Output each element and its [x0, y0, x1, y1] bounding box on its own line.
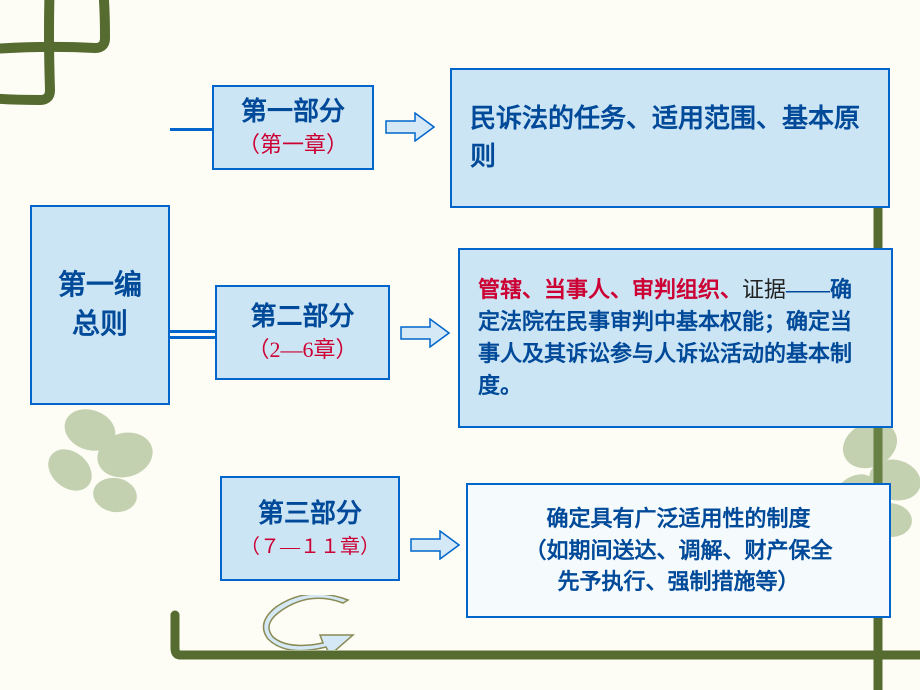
part-subtitle: （７—１１章） — [240, 533, 380, 561]
connector-line — [170, 128, 212, 131]
curved-return-arrow — [258, 595, 358, 650]
part-content-box-1: 民诉法的任务、适用范围、基本原则 — [450, 68, 890, 208]
root-line1: 第一编 — [58, 266, 142, 305]
part-label-box-1: 第一部分（第一章） — [212, 85, 374, 170]
part-title: 第二部分 — [250, 299, 354, 335]
arrow-icon — [385, 112, 435, 142]
part-subtitle: （2—6章） — [247, 335, 357, 366]
root-box: 第一编 总则 — [30, 205, 170, 405]
part-content-box-2: 管辖、当事人、审判组织、证据——确定法院在民事审判中基本权能；确定当事人及其诉讼… — [458, 248, 893, 428]
connector-line — [170, 330, 215, 333]
part-title: 第一部分 — [241, 94, 345, 130]
part-label-box-3: 第三部分（７—１１章） — [220, 476, 400, 581]
part-title: 第三部分 — [258, 496, 362, 532]
part-content-box-3: 确定具有广泛适用性的制度（如期间送达、调解、财产保全先予执行、强制措施等） — [466, 483, 891, 618]
part-label-box-2: 第二部分（2—6章） — [215, 285, 390, 380]
part-subtitle: （第一章） — [238, 130, 348, 161]
diagram-content: 第一编 总则 第一部分（第一章） 民诉法的任务、适用范围、基本原则第二部分（2—6… — [0, 0, 920, 690]
content-text: 确定具有广泛适用性的制度（如期间送达、调解、财产保全先予执行、强制措施等） — [524, 503, 832, 599]
arrow-icon — [410, 530, 460, 560]
connector-line — [170, 336, 215, 339]
root-line2: 总则 — [72, 305, 128, 344]
content-text: 管辖、当事人、审判组织、证据——确定法院在民事审判中基本权能；确定当事人及其诉讼… — [478, 274, 873, 402]
arrow-icon — [400, 318, 450, 348]
content-text: 民诉法的任务、适用范围、基本原则 — [470, 100, 870, 175]
